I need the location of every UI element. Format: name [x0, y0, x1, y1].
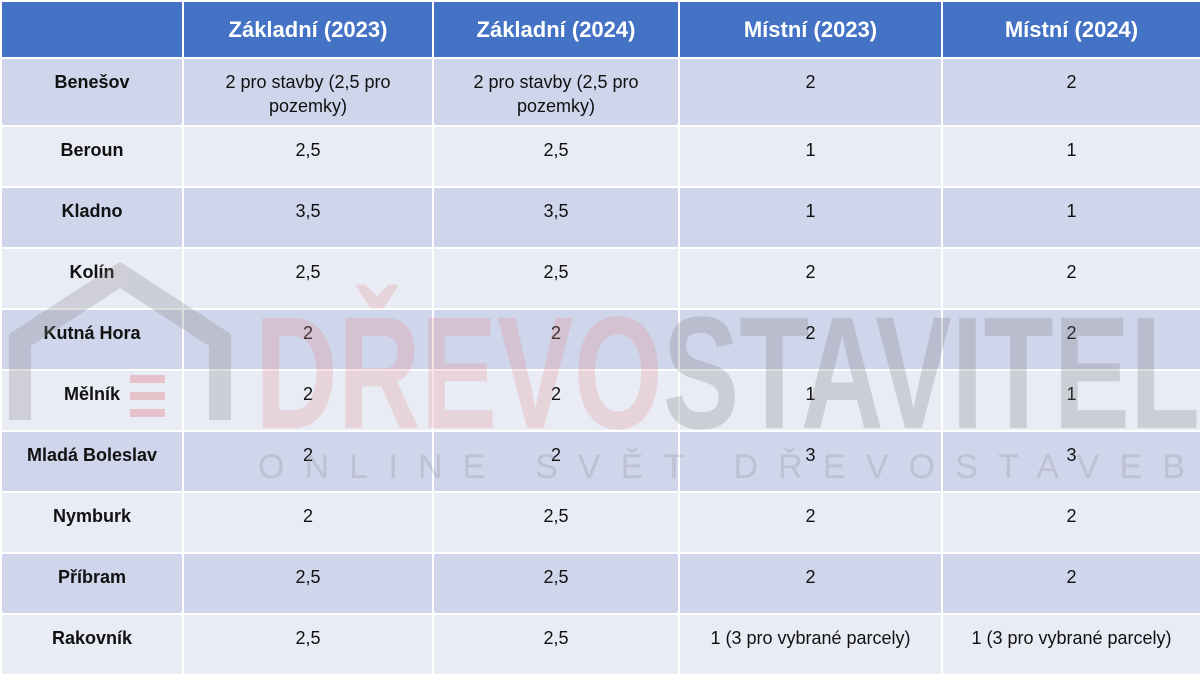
rate-cell: 2 pro stavby (2,5 pro pozemky) [432, 57, 680, 127]
rate-cell: 3,5 [432, 186, 680, 249]
table-row: Benešov 2 pro stavby (2,5 pro pozemky) 2 p… [0, 57, 1200, 127]
district-name: Kladno [0, 186, 184, 249]
district-name: Nymburk [0, 491, 184, 554]
table-row: Mladá Boleslav 2 2 3 3 [0, 430, 1200, 493]
rate-cell: 2 [678, 247, 943, 310]
table-row: Příbram 2,5 2,5 2 2 [0, 552, 1200, 615]
table-row: Kutná Hora 2 2 2 2 [0, 308, 1200, 371]
district-name: Beroun [0, 125, 184, 188]
rate-cell: 2 [941, 247, 1200, 310]
rate-cell: 2 [678, 57, 943, 127]
rate-cell: 2,5 [182, 247, 434, 310]
header-row: Základní (2023) Základní (2024) Místní (20… [0, 0, 1200, 59]
rate-cell: 2 [941, 552, 1200, 615]
table-row: Rakovník 2,5 2,5 1 (3 pro vybrané parcely) 1… [0, 613, 1200, 676]
rate-cell: 2 [432, 430, 680, 493]
rate-cell: 1 [941, 186, 1200, 249]
rate-cell: 2 pro stavby (2,5 pro pozemky) [182, 57, 434, 127]
rate-cell: 1 (3 pro vybrané parcely) [678, 613, 943, 676]
table-row: Nymburk 2 2,5 2 2 [0, 491, 1200, 554]
rate-cell: 2,5 [182, 552, 434, 615]
rate-cell: 2 [432, 308, 680, 371]
table-row: Kladno 3,5 3,5 1 1 [0, 186, 1200, 249]
column-header: Základní (2024) [432, 0, 680, 59]
district-name: Benešov [0, 57, 184, 127]
table-row: Kolín 2,5 2,5 2 2 [0, 247, 1200, 310]
rate-cell: 1 [678, 186, 943, 249]
rate-cell: 2 [432, 369, 680, 432]
rate-cell: 2 [678, 491, 943, 554]
rate-cell: 2,5 [182, 613, 434, 676]
rate-cell: 2,5 [432, 491, 680, 554]
column-header: Základní (2023) [182, 0, 434, 59]
rate-cell: 1 (3 pro vybrané parcely) [941, 613, 1200, 676]
rate-cell: 2 [678, 552, 943, 615]
rate-cell: 1 [678, 369, 943, 432]
rate-cell: 2,5 [432, 125, 680, 188]
rate-cell: 3 [941, 430, 1200, 493]
table-row: Beroun 2,5 2,5 1 1 [0, 125, 1200, 188]
district-name: Kolín [0, 247, 184, 310]
rate-cell: 2,5 [432, 552, 680, 615]
rate-cell: 2,5 [182, 125, 434, 188]
district-name: Mělník [0, 369, 184, 432]
rate-cell: 2 [941, 57, 1200, 127]
district-name: Příbram [0, 552, 184, 615]
rate-cell: 3,5 [182, 186, 434, 249]
rate-cell: 2,5 [432, 247, 680, 310]
rate-cell: 2 [182, 308, 434, 371]
rate-cell: 2 [941, 308, 1200, 371]
rate-cell: 2 [182, 369, 434, 432]
rate-cell: 1 [941, 369, 1200, 432]
rate-cell: 2 [182, 430, 434, 493]
district-name: Mladá Boleslav [0, 430, 184, 493]
rate-cell: 2 [678, 308, 943, 371]
rate-cell: 2,5 [432, 613, 680, 676]
rate-cell: 1 [678, 125, 943, 188]
corner-cell [0, 0, 184, 59]
rate-cell: 3 [678, 430, 943, 493]
rate-cell: 2 [941, 491, 1200, 554]
rate-cell: 1 [941, 125, 1200, 188]
rate-cell: 2 [182, 491, 434, 554]
district-name: Rakovník [0, 613, 184, 676]
column-header: Místní (2024) [941, 0, 1200, 59]
column-header: Místní (2023) [678, 0, 943, 59]
district-name: Kutná Hora [0, 308, 184, 371]
table-row: Mělník 2 2 1 1 [0, 369, 1200, 432]
